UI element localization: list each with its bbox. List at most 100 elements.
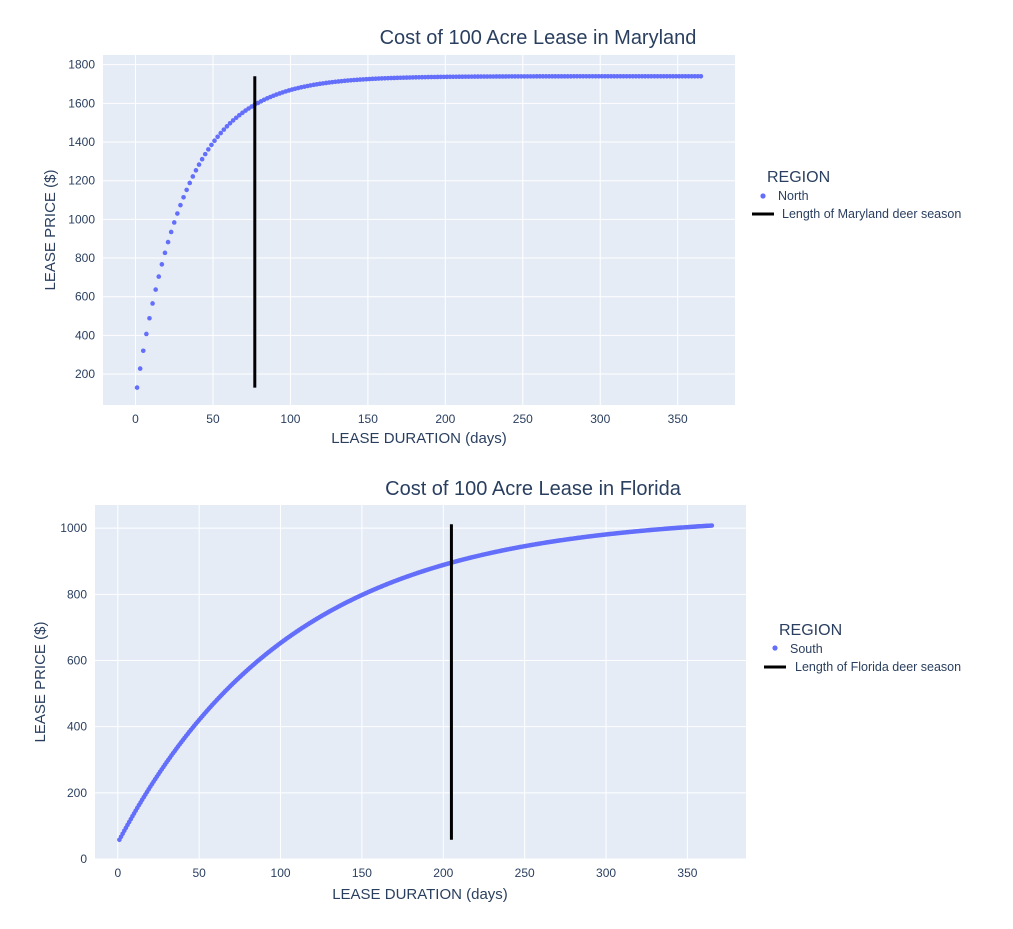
x-tick-labels: 0 50 100 150 200 250 300 350 — [114, 866, 697, 880]
y-gridlines — [95, 527, 746, 860]
y-tick-labels: 0 200 400 600 800 1000 — [60, 521, 87, 866]
x-gridlines — [117, 505, 688, 859]
legend-item-north[interactable]: North — [760, 189, 809, 203]
y-tick-label: 200 — [75, 367, 95, 381]
y-tick-label: 400 — [67, 720, 87, 734]
y-axis-title: LEASE PRICE ($) — [32, 622, 49, 743]
data-point[interactable] — [237, 112, 242, 118]
data-point[interactable] — [168, 229, 174, 235]
data-point[interactable] — [153, 287, 158, 292]
y-tick-label: 200 — [67, 786, 87, 800]
x-tick-label: 0 — [132, 412, 139, 426]
legend: REGION North Length of Maryland deer sea… — [752, 169, 961, 221]
legend-label-deer-season: Length of Florida deer season — [795, 660, 961, 674]
x-tick-label: 350 — [677, 866, 697, 880]
data-point[interactable] — [227, 121, 233, 126]
legend-marker-dot — [760, 193, 766, 199]
data-point[interactable] — [181, 194, 186, 200]
x-tick-label: 200 — [435, 412, 455, 426]
y-tick-label: 1000 — [68, 212, 95, 226]
series-south[interactable] — [117, 523, 715, 843]
x-tick-label: 150 — [358, 412, 378, 426]
chart-maryland: Cost of 100 Acre Lease in Maryland 0 50 10… — [42, 27, 961, 447]
data-point[interactable] — [140, 348, 146, 354]
y-axis-title: LEASE PRICE ($) — [42, 170, 59, 291]
data-point[interactable] — [137, 366, 143, 371]
x-tick-label: 150 — [352, 866, 372, 880]
x-tick-label: 0 — [114, 866, 121, 880]
data-point[interactable] — [190, 174, 196, 179]
y-tick-label: 1000 — [60, 521, 87, 535]
data-point[interactable] — [175, 211, 180, 216]
x-tick-label: 100 — [280, 412, 300, 426]
data-point[interactable] — [150, 301, 155, 306]
legend-marker-dot — [772, 645, 778, 651]
x-tick-label: 300 — [590, 412, 610, 426]
data-point[interactable] — [196, 162, 202, 167]
data-point[interactable] — [193, 168, 199, 173]
y-tick-label: 600 — [75, 290, 95, 304]
data-point[interactable] — [221, 127, 227, 132]
y-tick-label: 1600 — [68, 96, 95, 110]
data-point[interactable] — [187, 180, 193, 186]
legend-item-deer-season[interactable]: Length of Florida deer season — [764, 660, 961, 674]
x-gridlines — [135, 55, 679, 405]
data-point[interactable] — [156, 274, 162, 279]
x-tick-label: 350 — [668, 412, 688, 426]
data-point[interactable] — [134, 385, 140, 390]
data-point[interactable] — [178, 202, 183, 208]
x-tick-labels: 0 50 100 150 200 250 300 350 — [132, 412, 688, 426]
x-tick-label: 50 — [192, 866, 206, 880]
y-gridlines — [103, 64, 735, 375]
series-north[interactable] — [134, 73, 704, 390]
data-point[interactable] — [165, 239, 171, 245]
legend-label-north: North — [778, 189, 809, 203]
data-point[interactable] — [209, 142, 214, 148]
y-tick-label: 0 — [80, 852, 87, 866]
plot-background — [95, 505, 746, 859]
y-tick-label: 800 — [67, 587, 87, 601]
legend-title: REGION — [767, 169, 830, 186]
legend: REGION South Length of Florida deer seas… — [764, 622, 961, 674]
data-point[interactable] — [171, 220, 177, 225]
x-tick-label: 200 — [433, 866, 453, 880]
data-point[interactable] — [159, 262, 165, 267]
chart-title: Cost of 100 Acre Lease in Maryland — [380, 27, 697, 49]
data-point[interactable] — [215, 134, 220, 140]
y-tick-labels: 200 400 600 800 1000 1200 1400 1600 1800 — [68, 58, 95, 381]
data-point[interactable] — [162, 250, 168, 256]
y-tick-label: 400 — [75, 328, 95, 342]
x-tick-label: 250 — [513, 412, 533, 426]
data-point[interactable] — [218, 130, 224, 136]
chart-title: Cost of 100 Acre Lease in Florida — [385, 478, 682, 500]
data-point[interactable] — [224, 124, 230, 129]
data-point[interactable] — [206, 147, 211, 152]
x-tick-label: 250 — [515, 866, 535, 880]
x-tick-label: 100 — [271, 866, 291, 880]
data-point[interactable] — [147, 315, 152, 321]
y-tick-label: 600 — [67, 653, 87, 667]
x-axis-title: LEASE DURATION (days) — [331, 430, 507, 447]
data-point[interactable] — [709, 523, 715, 528]
data-point[interactable] — [184, 187, 189, 193]
chart-florida: Cost of 100 Acre Lease in Florida 0 50 100… — [32, 478, 961, 903]
data-point[interactable] — [202, 151, 208, 157]
data-point[interactable] — [144, 331, 149, 337]
y-tick-label: 1800 — [68, 58, 95, 72]
y-tick-label: 1200 — [68, 174, 95, 188]
data-point[interactable] — [212, 138, 217, 144]
legend-item-south[interactable]: South — [772, 642, 823, 656]
legend-label-deer-season: Length of Maryland deer season — [782, 207, 961, 221]
y-tick-label: 800 — [75, 251, 95, 265]
legend-label-south: South — [790, 642, 823, 656]
data-point[interactable] — [230, 118, 236, 123]
x-axis-title: LEASE DURATION (days) — [332, 886, 508, 903]
legend-item-deer-season[interactable]: Length of Maryland deer season — [752, 207, 961, 221]
y-tick-label: 1400 — [68, 135, 95, 149]
data-point[interactable] — [233, 115, 239, 121]
data-point[interactable] — [698, 73, 704, 79]
x-tick-label: 300 — [596, 866, 616, 880]
x-tick-label: 50 — [206, 412, 220, 426]
data-point[interactable] — [199, 156, 205, 162]
